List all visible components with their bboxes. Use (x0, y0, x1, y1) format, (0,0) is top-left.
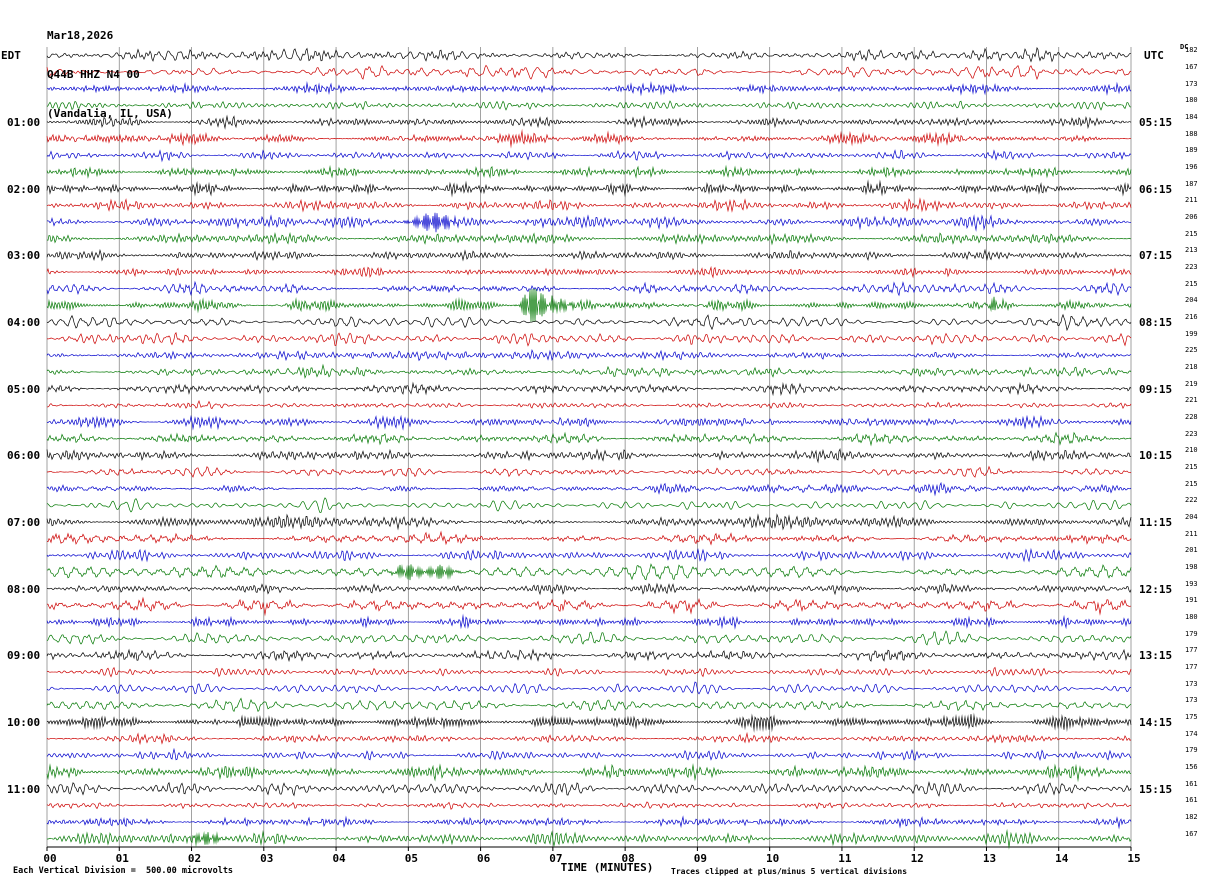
dc-offset-value: 179 (1185, 629, 1198, 638)
dc-offset-value: 173 (1185, 679, 1198, 688)
dc-offset-value: 177 (1185, 663, 1198, 671)
right-hour-label: 14:15 (1139, 716, 1173, 729)
left-hour-label: 11:00 (7, 782, 41, 796)
header-date: Mar18,2026 (47, 29, 114, 42)
dc-offset-value: 215 (1185, 229, 1198, 238)
dc-offset-value: 173 (1185, 696, 1198, 705)
x-tick-label: 15 (1127, 852, 1141, 865)
dc-offset-value: 204 (1185, 296, 1198, 305)
x-tick-label: 05 (404, 852, 418, 865)
x-axis-title: TIME (MINUTES) (560, 861, 654, 874)
right-hour-label: 05:15 (1139, 116, 1173, 129)
dc-offset-value: 189 (1185, 146, 1198, 155)
clipping-note: Traces clipped at plus/minus 5 vertical … (671, 867, 908, 876)
x-tick-label: 07 (549, 852, 563, 865)
left-hour-label: 09:00 (7, 649, 41, 663)
dc-offset-value: 223 (1185, 429, 1198, 438)
dc-offset-value: 211 (1185, 529, 1198, 538)
dc-offset-value: 215 (1185, 279, 1198, 288)
dc-offset-value: 199 (1185, 329, 1198, 338)
dc-offset-value: 221 (1185, 396, 1198, 405)
dc-offset-value: 210 (1185, 446, 1198, 455)
dc-offset-value: 228 (1185, 413, 1198, 421)
dc-offset-value: 206 (1185, 213, 1198, 221)
dc-offset-value: 173 (1185, 79, 1198, 88)
left-hour-label: 10:00 (7, 716, 41, 729)
dc-offset-value: 191 (1185, 596, 1198, 605)
dc-offset-value: 196 (1185, 163, 1198, 171)
dc-offset-value: 179 (1185, 746, 1198, 755)
dc-offset-value: 204 (1185, 513, 1198, 521)
x-tick-label: 04 (332, 852, 346, 865)
header: Mar18,2026 Q44B HHZ N4 00 (Vandalia, IL,… (47, 3, 173, 146)
header-station-code: Q44B HHZ N4 00 (47, 68, 140, 81)
header-station-location: (Vandalia, IL, USA) (47, 107, 173, 120)
dc-offset-value: 180 (1185, 613, 1198, 621)
dc-offset-value: 167 (1185, 63, 1198, 71)
x-tick-label: 00 (43, 852, 57, 865)
x-tick-label: 03 (260, 852, 274, 865)
dc-offset-value: 215 (1185, 463, 1198, 471)
right-timezone-label: UTC (1144, 49, 1164, 62)
left-hour-label: 06:00 (7, 449, 41, 463)
dc-offset-value: 175 (1185, 713, 1198, 721)
dc-offset-value: 187 (1185, 179, 1198, 188)
x-tick-label: 06 (476, 852, 491, 865)
right-hour-label: 12:15 (1139, 582, 1173, 596)
dc-offset-value: 167 (1185, 829, 1198, 838)
right-hour-label: 11:15 (1139, 516, 1173, 529)
dc-offset-value: 188 (1185, 129, 1198, 138)
right-hour-label: 10:15 (1139, 449, 1173, 463)
dc-offset-value: 225 (1185, 346, 1198, 355)
dc-offset-value: 174 (1185, 729, 1198, 738)
dc-offset-value: 222 (1185, 496, 1198, 505)
dc-offset-value: 211 (1185, 196, 1198, 205)
dc-offset-value: 182 (1185, 813, 1198, 821)
left-hour-label: 04:00 (7, 316, 41, 329)
x-tick-label: 13 (982, 852, 997, 865)
dc-offset-value: 182 (1185, 46, 1198, 55)
dc-offset-value: 198 (1185, 563, 1198, 571)
vertical-division-note: Each Vertical Division = 500.00 microvol… (13, 866, 234, 876)
dc-offset-value: 177 (1185, 646, 1198, 655)
dc-offset-value: 161 (1185, 796, 1198, 805)
left-hour-label: 02:00 (7, 182, 41, 196)
dc-offset-value: 180 (1185, 96, 1198, 105)
x-tick-label: 09 (693, 852, 708, 865)
left-hour-label: 03:00 (7, 249, 41, 263)
dc-offset-value: 216 (1185, 313, 1198, 321)
left-hour-label: 08:00 (7, 582, 41, 596)
dc-offset-value: 219 (1185, 379, 1198, 388)
dc-offset-value: 161 (1185, 779, 1198, 788)
right-hour-label: 08:15 (1139, 316, 1173, 329)
left-hour-label: 01:00 (7, 116, 41, 129)
dc-offset-value: 156 (1185, 763, 1198, 771)
dc-offset-value: 184 (1185, 113, 1198, 121)
dc-offset-value: 215 (1185, 479, 1198, 488)
right-hour-label: 09:15 (1139, 382, 1173, 396)
dc-offset-value: 223 (1185, 263, 1198, 271)
dc-offset-value: 201 (1185, 546, 1198, 555)
x-tick-label: 02 (187, 852, 202, 865)
dc-offset-value: 213 (1185, 246, 1198, 255)
right-hour-label: 13:15 (1139, 649, 1173, 663)
left-timezone-label: EDT (1, 49, 21, 62)
right-hour-label: 07:15 (1139, 249, 1173, 263)
dc-offset-value: 218 (1185, 363, 1198, 371)
x-tick-label: 14 (1055, 852, 1069, 865)
x-tick-label: 11 (838, 852, 852, 865)
dc-offset-value: 193 (1185, 579, 1198, 588)
left-hour-label: 07:00 (7, 516, 41, 529)
x-tick-label: 12 (910, 852, 924, 865)
right-hour-label: 15:15 (1139, 782, 1173, 796)
left-hour-label: 05:00 (7, 382, 41, 396)
x-tick-label: 10 (766, 852, 780, 865)
x-tick-label: 01 (115, 852, 129, 865)
x-tick-label: 08 (621, 852, 635, 865)
dc-offset-label: DC (1180, 43, 1189, 51)
right-hour-label: 06:15 (1139, 182, 1173, 196)
